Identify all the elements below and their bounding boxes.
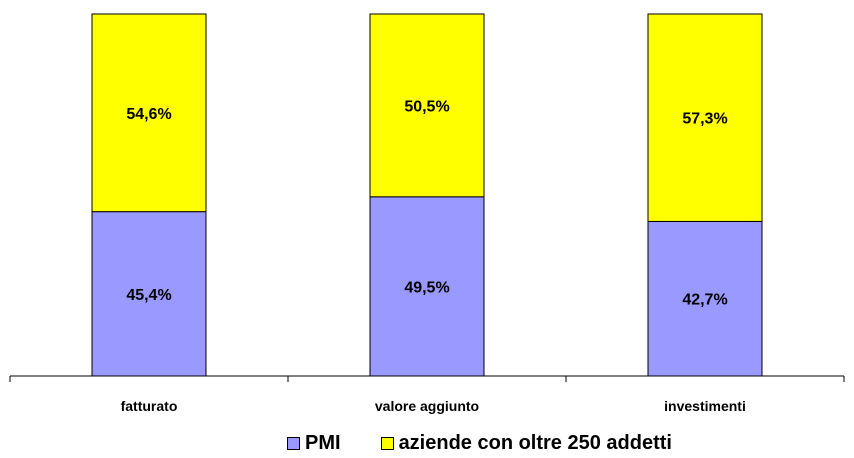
bar-valore-aggiunto-large-companies: [369, 13, 485, 198]
legend-item-pmi: PMI: [287, 432, 341, 455]
bars-layer: 45,4% 54,6% 49,5% 50,5% 42,7% 57,3%: [91, 13, 763, 377]
category-label-valore-aggiunto: valore aggiunto: [375, 398, 479, 414]
bar-fatturato-large-companies: [91, 13, 207, 213]
data-label-investimenti-large-companies: 57,3%: [682, 111, 727, 128]
legend-swatch-large-companies: [380, 437, 394, 450]
legend-label-pmi: PMI: [305, 432, 341, 454]
legend-swatch-pmi: [287, 437, 300, 450]
category-labels: fatturato valore aggiunto investimenti: [121, 398, 746, 414]
category-label-fatturato: fatturato: [121, 398, 178, 414]
legend-label-large-companies: aziende con oltre 250 addetti: [398, 432, 672, 454]
data-label-valore-aggiunto-pmi: 49,5%: [404, 279, 449, 296]
bar-investimenti-pmi: [647, 220, 763, 377]
x-axis-ticks: [9, 376, 845, 382]
data-label-fatturato-large-companies: 54,6%: [126, 106, 171, 123]
data-label-investimenti-pmi: 42,7%: [682, 292, 727, 309]
legend-item-large-companies: aziende con oltre 250 addetti: [380, 432, 672, 455]
legend: PMI aziende con oltre 250 addetti: [287, 432, 672, 455]
data-label-valore-aggiunto-large-companies: 50,5%: [404, 98, 449, 115]
stacked-bar-chart: 45,4% 54,6% 49,5% 50,5% 42,7% 57,3% fatturato…: [9, 13, 845, 414]
category-label-investimenti: investimenti: [664, 398, 746, 414]
bar-investimenti-large-companies: [647, 13, 763, 222]
bar-fatturato-pmi: [91, 211, 207, 377]
data-label-fatturato-pmi: 45,4%: [126, 287, 171, 304]
